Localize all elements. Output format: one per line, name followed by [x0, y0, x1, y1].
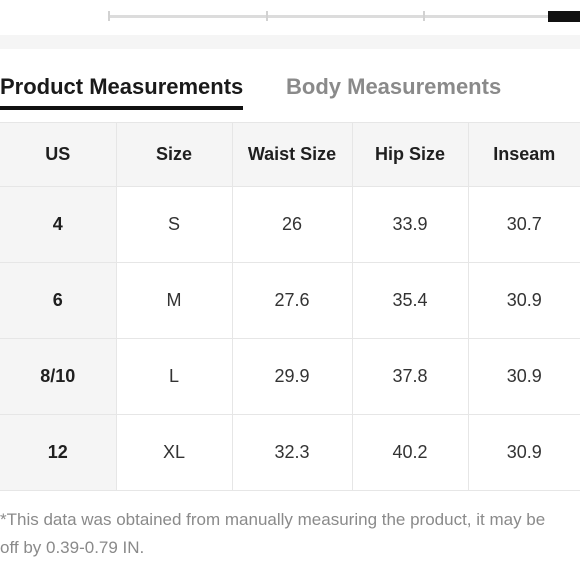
cell-inseam: 30.9 — [467, 262, 580, 339]
tab-body-measurements[interactable]: Body Measurements — [286, 74, 502, 99]
section-divider — [0, 35, 580, 49]
cell-inseam: 30.9 — [467, 414, 580, 491]
measurement-disclaimer: *This data was obtained from manually me… — [0, 510, 546, 557]
cell-hip: 40.2 — [351, 414, 469, 491]
slider-track — [108, 15, 580, 18]
column-header-hip: Hip Size — [351, 122, 469, 187]
column-header-us: US — [0, 122, 117, 187]
size-slider[interactable] — [108, 10, 580, 24]
table-row: 12 XL 32.3 40.2 30.9 — [0, 414, 580, 491]
cell-hip: 37.8 — [351, 338, 469, 415]
table-row: 6 M 27.6 35.4 30.9 — [0, 262, 580, 339]
cell-us: 8/10 — [0, 338, 117, 415]
table-row: 4 S 26 33.9 30.7 — [0, 186, 580, 263]
table-header-row: US Size Waist Size Hip Size Inseam — [0, 122, 580, 187]
measurement-tabs: Product Measurements Body Measurements — [0, 72, 580, 110]
size-chart-table: US Size Waist Size Hip Size Inseam 4 S 2… — [0, 122, 580, 491]
tab-product-measurements[interactable]: Product Measurements — [0, 72, 244, 110]
slider-tick — [423, 11, 425, 21]
cell-hip: 35.4 — [351, 262, 469, 339]
cell-size: XL — [115, 414, 233, 491]
cell-waist: 26 — [231, 186, 353, 263]
cell-us: 6 — [0, 262, 117, 339]
slider-handle[interactable] — [548, 11, 580, 22]
table-row: 8/10 L 29.9 37.8 30.9 — [0, 338, 580, 415]
column-header-inseam: Inseam — [467, 122, 580, 187]
slider-tick — [108, 11, 110, 21]
cell-size: M — [115, 262, 233, 339]
cell-us: 4 — [0, 186, 117, 263]
cell-inseam: 30.7 — [467, 186, 580, 263]
column-header-size: Size — [115, 122, 233, 187]
slider-tick — [266, 11, 268, 21]
cell-waist: 29.9 — [231, 338, 353, 415]
column-header-waist: Waist Size — [231, 122, 353, 187]
cell-us: 12 — [0, 414, 117, 491]
cell-waist: 27.6 — [231, 262, 353, 339]
cell-inseam: 30.9 — [467, 338, 580, 415]
cell-size: L — [115, 338, 233, 415]
cell-hip: 33.9 — [351, 186, 469, 263]
cell-size: S — [115, 186, 233, 263]
cell-waist: 32.3 — [231, 414, 353, 491]
